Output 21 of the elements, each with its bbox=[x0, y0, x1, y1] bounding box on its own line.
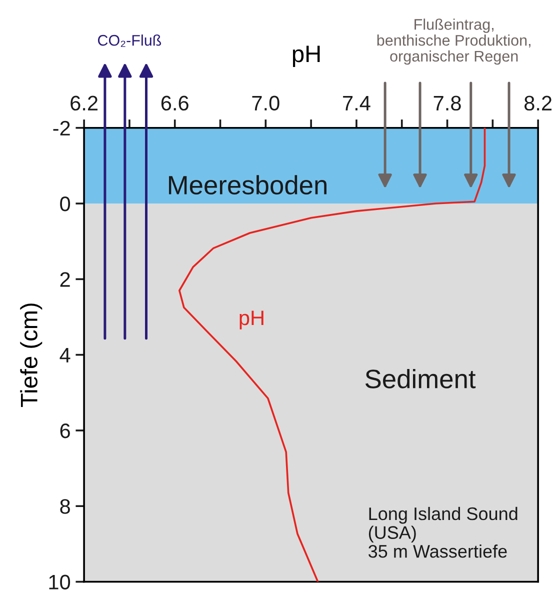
y-tick-label: 8 bbox=[60, 499, 70, 514]
x-tick-label: 7.4 bbox=[343, 96, 370, 110]
y-tick-label: 4 bbox=[60, 348, 70, 362]
y-tick-label: 6 bbox=[60, 423, 70, 438]
y-tick-label: -2 bbox=[53, 120, 70, 136]
x-tick-label: 7.0 bbox=[252, 96, 280, 111]
x-axis-title: pH bbox=[292, 46, 320, 67]
band-label: Sediment bbox=[365, 368, 476, 388]
x-tick-label: 7.8 bbox=[434, 96, 461, 111]
annotation: Long Island Sound (USA) 35 m Wassertiefe bbox=[368, 506, 518, 558]
band-label: Meeresboden bbox=[168, 175, 326, 195]
x-tick-label: 6.2 bbox=[70, 96, 98, 111]
text: Flußeintrag, benthische Produktion, organischer Regen bbox=[377, 18, 530, 65]
y-tick-label: 2 bbox=[60, 272, 70, 287]
text: CO₂-Fluß bbox=[98, 34, 162, 47]
series-label: pH bbox=[240, 310, 264, 330]
x-tick-label: 6.6 bbox=[161, 96, 188, 111]
y-tick-label: 0 bbox=[60, 196, 70, 212]
y-tick-label: 10 bbox=[49, 574, 70, 590]
x-tick-label: 8.2 bbox=[524, 96, 552, 111]
y-axis-title: Tiefe (cm) bbox=[20, 304, 42, 407]
